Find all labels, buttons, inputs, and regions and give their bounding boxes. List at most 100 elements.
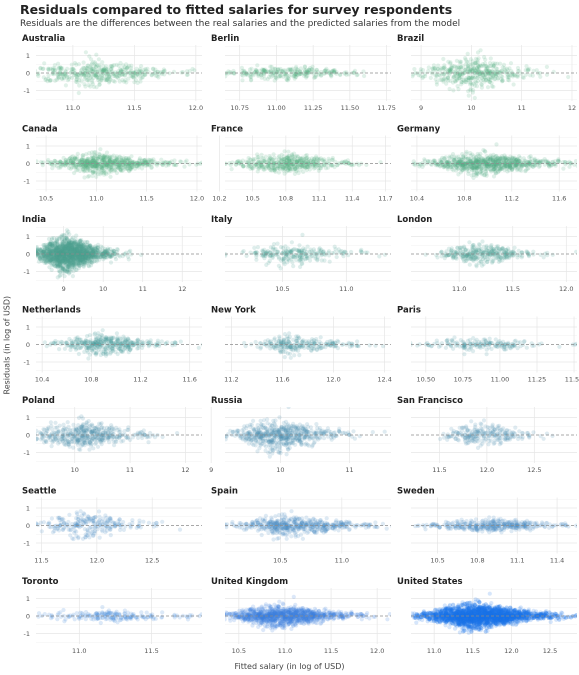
data-point [331, 156, 335, 160]
data-point [256, 245, 260, 249]
data-point [56, 62, 60, 66]
data-point [60, 73, 64, 77]
data-point [309, 159, 313, 163]
data-point [97, 63, 101, 67]
data-point [272, 242, 276, 246]
data-point [491, 75, 495, 79]
data-point [471, 62, 475, 66]
data-point [313, 70, 317, 74]
data-point [81, 240, 85, 244]
data-point [172, 162, 176, 166]
data-point [505, 158, 509, 162]
data-point [433, 159, 437, 163]
data-point [33, 69, 37, 73]
data-point [295, 248, 299, 252]
data-point [262, 68, 266, 72]
data-point [245, 254, 249, 258]
data-point [456, 87, 460, 91]
y-tick-label: -1 [24, 177, 30, 185]
data-point [448, 62, 452, 66]
data-point [466, 89, 470, 93]
data-point [440, 71, 444, 75]
data-point [308, 258, 312, 262]
data-point [89, 57, 93, 61]
data-point [475, 76, 479, 80]
data-point [405, 74, 409, 78]
data-point [467, 78, 471, 82]
x-tick-label: 10.5 [39, 195, 53, 203]
x-tick-label: 10.4 [410, 195, 424, 203]
data-point [53, 68, 57, 72]
data-point [300, 233, 304, 237]
data-point [319, 248, 323, 252]
data-point [355, 73, 359, 77]
data-point [94, 53, 98, 57]
data-point [60, 66, 64, 70]
data-point [95, 171, 99, 175]
data-point [290, 153, 294, 157]
data-point [241, 164, 245, 168]
data-point [322, 258, 326, 262]
data-point [88, 243, 92, 247]
data-point [31, 255, 35, 259]
data-point [121, 72, 125, 76]
data-point [89, 263, 93, 267]
data-point [470, 153, 474, 157]
data-point [545, 65, 549, 69]
data-point [86, 79, 90, 83]
facet-title: France [211, 125, 243, 135]
facet-canada: Canada10-110.5 11.0 11.5 12.0 [22, 125, 230, 203]
data-point [50, 262, 54, 266]
x-tick-label: 11.0 [66, 104, 80, 112]
data-point [268, 157, 272, 161]
data-point [279, 245, 283, 249]
data-point [474, 165, 478, 169]
x-tick-label: 10.5 [275, 285, 289, 293]
scatter-points [209, 149, 383, 176]
data-point [141, 68, 145, 72]
data-point [63, 236, 67, 240]
data-point [282, 256, 286, 260]
data-point [435, 82, 439, 86]
data-point [92, 161, 96, 165]
data-point [254, 255, 258, 259]
data-point [272, 168, 276, 172]
data-point [465, 161, 469, 165]
data-point [31, 250, 35, 254]
data-point [340, 161, 344, 165]
data-point [72, 241, 76, 245]
data-point [271, 253, 275, 257]
data-point [498, 168, 502, 172]
data-point [150, 73, 154, 77]
data-point [34, 159, 38, 163]
data-point [338, 73, 342, 77]
data-point [75, 261, 79, 265]
data-point [61, 257, 65, 261]
data-point [10, 75, 14, 79]
data-point [133, 167, 137, 171]
data-point [191, 67, 195, 71]
data-point [46, 74, 50, 78]
x-tick-label: 12.0 [189, 104, 203, 112]
data-point [489, 169, 493, 173]
data-point [423, 74, 427, 78]
facet-title: Canada [22, 125, 58, 135]
facet-germany: Germany10.4 10.8 11.2 11.6 [397, 125, 579, 203]
data-point [98, 147, 102, 151]
data-point [30, 66, 34, 70]
data-point [470, 173, 474, 177]
data-point [200, 161, 204, 165]
data-point [85, 69, 89, 73]
data-point [108, 156, 112, 160]
data-point [220, 70, 224, 74]
data-point [77, 62, 81, 66]
data-point [104, 172, 108, 176]
data-point [104, 66, 108, 70]
data-point [421, 68, 425, 72]
x-tick-label: 10.8 [457, 195, 471, 203]
data-point [182, 165, 186, 169]
data-point [106, 248, 110, 252]
data-point [17, 255, 21, 259]
data-point [463, 56, 467, 60]
